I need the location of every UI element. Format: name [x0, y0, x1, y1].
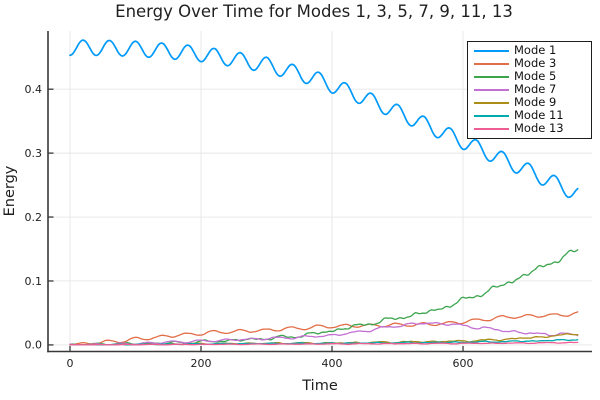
legend-item: Mode 3: [468, 58, 591, 70]
x-tick-label: 200: [191, 357, 212, 370]
legend-item: Mode 5: [468, 71, 591, 83]
series-line-mode-7: [69, 321, 579, 346]
legend-item-label: Mode 1: [514, 43, 557, 58]
y-tick-label: 0.2: [25, 211, 43, 224]
x-axis-label: Time: [301, 378, 338, 394]
y-axis-label: Energy: [2, 165, 18, 216]
legend-line-sample: [474, 128, 509, 130]
y-tick-label: 0.1: [25, 275, 43, 288]
x-tick-label: 600: [453, 357, 474, 370]
legend-item: Mode 9: [468, 97, 591, 109]
series-line-mode-1: [69, 39, 579, 199]
y-tick-label: 0.3: [25, 147, 43, 160]
legend-item-label: Mode 7: [514, 82, 557, 97]
legend-line-sample: [474, 76, 509, 78]
y-tick-label: 0.0: [25, 339, 43, 352]
legend-item: Mode 13: [468, 123, 591, 135]
y-tick-label: 0.4: [25, 83, 43, 96]
legend-item-label: Mode 3: [514, 56, 557, 71]
legend-line-sample: [474, 115, 509, 117]
axes-layer: [47, 31, 592, 353]
series-line-mode-3: [69, 311, 579, 346]
legend-item: Mode 7: [468, 84, 591, 96]
legend-item-label: Mode 9: [514, 95, 557, 110]
tick-label-layer: 0 200 400 600 0.0 0.1 0.2 0.3 0.4: [25, 83, 474, 370]
chart-legend: Mode 1 Mode 3 Mode 5 Mode 7 Mode 9 Mode …: [467, 41, 592, 139]
legend-line-sample: [474, 63, 509, 65]
legend-item: Mode 11: [468, 110, 591, 122]
series-layer: [69, 39, 579, 346]
legend-item-label: Mode 11: [514, 108, 564, 123]
x-tick-label: 0: [67, 357, 74, 370]
legend-line-sample: [474, 89, 509, 91]
chart-title: Energy Over Time for Modes 1, 3, 5, 7, 9…: [115, 2, 513, 21]
series-line-mode-13: [69, 341, 579, 346]
x-tick-label: 400: [322, 357, 343, 370]
legend-item-label: Mode 5: [514, 69, 557, 84]
legend-line-sample: [474, 102, 509, 104]
legend-line-sample: [474, 50, 509, 52]
legend-item-label: Mode 13: [514, 121, 564, 136]
legend-item: Mode 1: [468, 45, 591, 57]
